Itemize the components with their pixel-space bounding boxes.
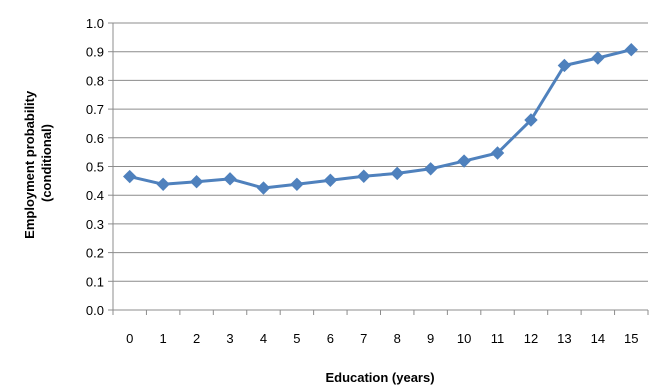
y-tick-label: 0.2 <box>86 246 104 261</box>
x-tick-label: 6 <box>327 331 334 346</box>
data-point-marker <box>323 173 338 187</box>
y-tick-label: 0.4 <box>86 188 104 203</box>
series <box>123 42 638 195</box>
data-point-marker <box>524 113 538 127</box>
y-tick-label: 0.1 <box>86 274 104 289</box>
y-tick-label: 1.0 <box>86 16 104 31</box>
x-tick-label: 8 <box>394 331 401 346</box>
data-point-marker <box>591 51 605 65</box>
y-tick-label: 0.9 <box>86 45 104 60</box>
x-tick-label: 13 <box>557 331 571 346</box>
x-tick-label: 5 <box>293 331 300 346</box>
x-tick-label: 9 <box>427 331 434 346</box>
y-axis-title-line-1: Employment probability <box>22 90 37 239</box>
data-point-marker <box>256 181 271 195</box>
x-tick-label: 0 <box>126 331 133 346</box>
y-tick-label: 0.3 <box>86 217 104 232</box>
data-point-marker <box>123 169 137 184</box>
data-point-marker <box>624 42 638 57</box>
x-tick-label: 2 <box>193 331 200 346</box>
data-point-marker <box>156 177 170 192</box>
data-point-marker <box>390 166 404 181</box>
x-tick-label: 3 <box>226 331 233 346</box>
y-tick-label: 0.8 <box>86 73 104 88</box>
data-point-marker <box>189 175 204 189</box>
y-tick-labels: 0.0 0.1 0.2 0.3 0.4 0.5 0.6 0.7 0.8 0.9 1.0 <box>86 16 104 318</box>
y-axis-title: Employment probability (conditional) <box>22 87 54 239</box>
data-point-marker <box>223 172 237 186</box>
x-tick-label: 15 <box>624 331 638 346</box>
data-point-marker <box>490 146 505 160</box>
y-tick-label: 0.0 <box>86 303 104 318</box>
x-tick-label: 7 <box>360 331 367 346</box>
axes <box>108 22 649 315</box>
data-point-marker <box>357 169 371 183</box>
x-axis-title: Education (years) <box>325 370 434 385</box>
y-axis-title-line-2: (conditional) <box>39 124 54 202</box>
y-tick-label: 0.5 <box>86 160 104 175</box>
data-point-marker <box>423 162 438 176</box>
gridlines <box>113 22 648 282</box>
x-tick-label: 12 <box>524 331 538 346</box>
data-point-marker <box>457 154 471 168</box>
series-line <box>129 48 632 190</box>
x-tick-label: 10 <box>457 331 471 346</box>
x-tick-labels: 0 1 2 3 4 5 6 7 8 9 10 11 12 13 14 15 <box>126 331 638 346</box>
data-point-marker <box>557 58 572 73</box>
x-tick-label: 11 <box>491 331 505 346</box>
y-tick-label: 0.6 <box>86 131 104 146</box>
x-tick-label: 4 <box>260 331 267 346</box>
x-tick-label: 14 <box>591 331 605 346</box>
x-tick-label: 1 <box>160 331 167 346</box>
data-point-marker <box>290 177 304 192</box>
y-tick-label: 0.7 <box>86 102 104 117</box>
